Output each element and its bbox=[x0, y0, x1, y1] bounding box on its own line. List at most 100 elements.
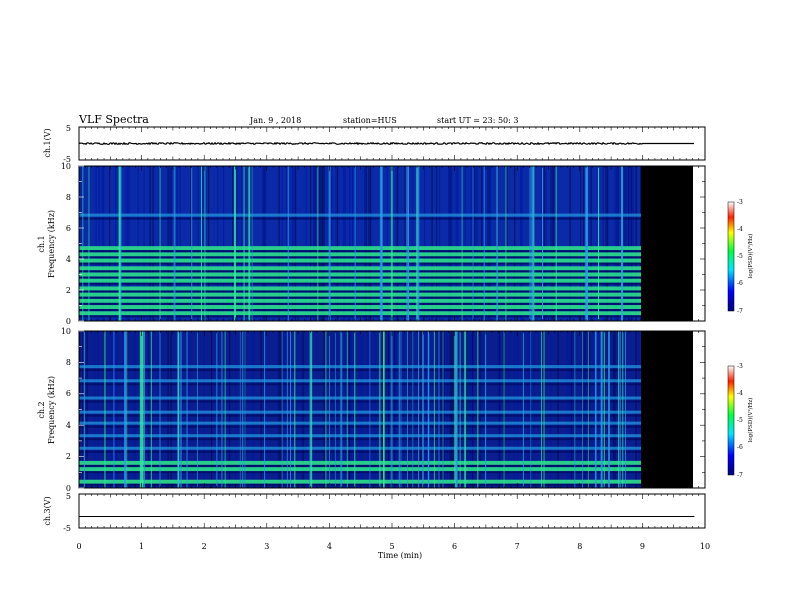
ch1-sferic-line bbox=[584, 166, 586, 321]
ch1-band bbox=[79, 298, 643, 303]
time-tick-label: 3 bbox=[264, 542, 269, 551]
ch1-noise-column bbox=[109, 166, 111, 321]
ch1-noise-column bbox=[292, 166, 294, 321]
ch2-sferic-line bbox=[600, 331, 603, 488]
ch2-noise-column bbox=[403, 331, 405, 488]
ch1-noise-column bbox=[190, 166, 192, 321]
ch2-noise-column bbox=[446, 331, 448, 488]
ch1-noise-column bbox=[628, 166, 630, 321]
ch1-noise-column bbox=[514, 166, 516, 321]
ch2-sferic-line bbox=[244, 331, 246, 488]
ch2-noise-column bbox=[499, 331, 501, 488]
ch1-noise-column bbox=[439, 166, 441, 321]
ch2-freq-tick: 8 bbox=[66, 358, 71, 367]
ch2-sferic-line bbox=[503, 331, 505, 488]
ch1-noise-column bbox=[635, 166, 637, 321]
ch1-freq-tick: 4 bbox=[66, 255, 71, 264]
ch1-colorbar-tick: -6 bbox=[737, 280, 743, 287]
ch2-noise-column bbox=[583, 331, 585, 488]
time-tick-label: 9 bbox=[640, 542, 645, 551]
ch2-noise-column bbox=[497, 331, 499, 488]
ch1-noise-column bbox=[313, 166, 315, 321]
ch1-sferic-line bbox=[390, 166, 393, 321]
ch1-freq-ticks: 0 2 4 6 8 10 bbox=[61, 162, 71, 326]
ch2-sferic-line bbox=[126, 331, 128, 488]
ch1-sferic-line bbox=[328, 166, 331, 321]
ch1-noise-column bbox=[143, 166, 145, 321]
ch1-noise-column bbox=[365, 166, 367, 321]
ch1-noise-column bbox=[607, 166, 609, 321]
ch2-sferic-line bbox=[281, 331, 283, 488]
ch1-noise-column bbox=[305, 166, 307, 321]
ch2-noise-column bbox=[614, 331, 616, 488]
ch1-noise-column bbox=[223, 166, 225, 321]
time-tick-label: 0 bbox=[76, 542, 81, 551]
ch2-noise-column bbox=[613, 331, 615, 488]
ch2-noise-column bbox=[529, 331, 531, 488]
ch2-sferic-line bbox=[83, 331, 85, 488]
ch1-noise-column bbox=[310, 166, 312, 321]
ch2-band-gap bbox=[79, 450, 643, 453]
ch2-sferic-line bbox=[433, 331, 435, 488]
ch2-sferic-line bbox=[159, 331, 161, 488]
ch2-band-gap bbox=[79, 369, 643, 372]
ch1-noise-column bbox=[128, 166, 130, 321]
ch2-noise-column bbox=[253, 331, 255, 488]
ch2-sferic-line bbox=[150, 331, 152, 488]
ch1-noise-column bbox=[583, 166, 585, 321]
ch2-sferic-line bbox=[383, 331, 386, 488]
time-tick-label: 10 bbox=[700, 542, 710, 551]
ch1-noise-column bbox=[101, 166, 103, 321]
ch1-noise-column bbox=[170, 166, 172, 321]
ch2-sferic-line bbox=[196, 331, 198, 488]
ch2-noise-column bbox=[359, 331, 361, 488]
ch1-noise-column bbox=[395, 166, 397, 321]
ch1-band bbox=[79, 311, 643, 316]
axis-tick-marks bbox=[78, 127, 706, 528]
ch2-noise-column bbox=[382, 331, 384, 488]
ch2-sferic-line bbox=[340, 331, 343, 488]
ch2-sferic-line bbox=[485, 331, 487, 488]
ch2-noise-column bbox=[469, 331, 471, 488]
ch2-sferic-line bbox=[619, 331, 621, 488]
ch2-sferic-line bbox=[139, 331, 142, 488]
ch1-noise-column bbox=[625, 166, 627, 321]
ch2-noise-column bbox=[517, 331, 519, 488]
ch2-noise-column bbox=[112, 331, 114, 488]
ch1-noise-column bbox=[323, 166, 325, 321]
ch1-band-gap bbox=[79, 276, 643, 279]
ch1-band-gap bbox=[79, 282, 643, 285]
ch2-noise-column bbox=[115, 331, 117, 488]
ch1-noise-column bbox=[322, 166, 324, 321]
ch2-noise-column bbox=[566, 331, 568, 488]
ch1-noise-column bbox=[640, 166, 642, 321]
time-tick-label: 8 bbox=[577, 542, 582, 551]
ch2-noise-column bbox=[278, 331, 280, 488]
ch3-ytick-bottom: -5 bbox=[63, 524, 71, 533]
ch1-colorbar-tick: -5 bbox=[737, 253, 743, 260]
ch1-noise-column bbox=[335, 166, 337, 321]
ch2-sferic-line bbox=[177, 331, 179, 488]
ch1-noise-column bbox=[580, 166, 582, 321]
ch2-sferic-line bbox=[346, 331, 348, 488]
figure-title: VLF Spectra bbox=[78, 113, 149, 126]
time-tick-label: 1 bbox=[139, 542, 144, 551]
ch2-noise-column bbox=[593, 331, 595, 488]
ch1-noise-column bbox=[550, 166, 552, 321]
ch1-noise-column bbox=[176, 166, 178, 321]
ch2-sferic-line bbox=[438, 331, 440, 488]
ch2-sferic-line bbox=[455, 331, 458, 488]
ch2-noise-column bbox=[425, 331, 427, 488]
ch1-colorbar-tick: -4 bbox=[737, 226, 743, 233]
ch1-noise-column bbox=[631, 166, 633, 321]
ch1-noise-column bbox=[470, 166, 472, 321]
ch1-noise-column bbox=[490, 166, 492, 321]
ch2-noise-column bbox=[508, 331, 510, 488]
ch1-band-gap bbox=[79, 270, 643, 273]
ch1-sferic-line bbox=[317, 166, 319, 321]
ch2-sferic-line bbox=[310, 331, 313, 488]
ch2-noise-column bbox=[596, 331, 598, 488]
ch1-noise-column bbox=[473, 166, 475, 321]
ch2-noise-column bbox=[542, 331, 544, 488]
ch2-band bbox=[79, 460, 643, 465]
